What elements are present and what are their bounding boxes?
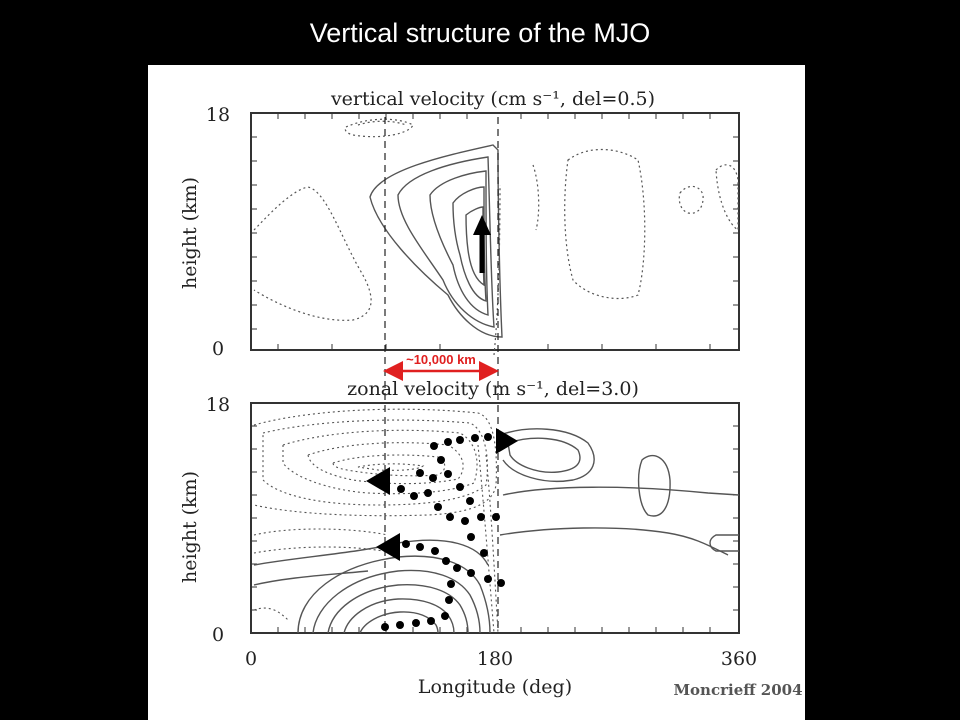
bottom-frame-ticks [251,425,739,633]
xtick-0: 0 [245,648,257,670]
top-ytick-18: 18 [206,104,230,126]
top-ytick-0: 0 [212,338,224,360]
top-dotted-contours [253,118,739,356]
top-panel-title: vertical velocity (cm s⁻¹, del=0.5) [330,88,655,110]
figure-credit: Moncrieff 2004 [673,681,802,699]
left-arrow-icon [376,533,400,561]
xtick-360: 360 [721,648,757,670]
up-arrow-icon [473,215,491,273]
scale-annotation: ~10,000 km [383,352,499,381]
x-axis-label: Longitude (deg) [418,676,572,698]
bottom-ytick-0: 0 [212,624,224,646]
bottom-ytick-18: 18 [206,394,230,416]
top-frame-ticks [251,113,739,350]
xtick-180: 180 [477,648,513,670]
slide-title: Vertical structure of the MJO [309,18,651,48]
bottom-solid-contours [253,428,740,634]
bottom-panel: zonal velocity (m s⁻¹, del=3.0) 18 0 hei… [179,378,757,698]
right-arrow-icon [496,428,518,454]
bottom-panel-title: zonal velocity (m s⁻¹, del=3.0) [347,378,639,400]
mjo-figure: vertical velocity (cm s⁻¹, del=0.5) 18 0… [179,88,803,699]
top-y-axis-label: height (km) [179,177,201,289]
scale-label: ~10,000 km [406,352,476,367]
circulation-dots [381,433,505,631]
top-solid-contours [369,144,503,338]
top-plot-frame [250,112,740,351]
bottom-y-axis-label: height (km) [179,471,201,583]
top-panel: vertical velocity (cm s⁻¹, del=0.5) 18 0… [179,88,740,360]
left-arrow-icon [366,467,390,495]
bottom-dotted-contours [253,408,499,634]
